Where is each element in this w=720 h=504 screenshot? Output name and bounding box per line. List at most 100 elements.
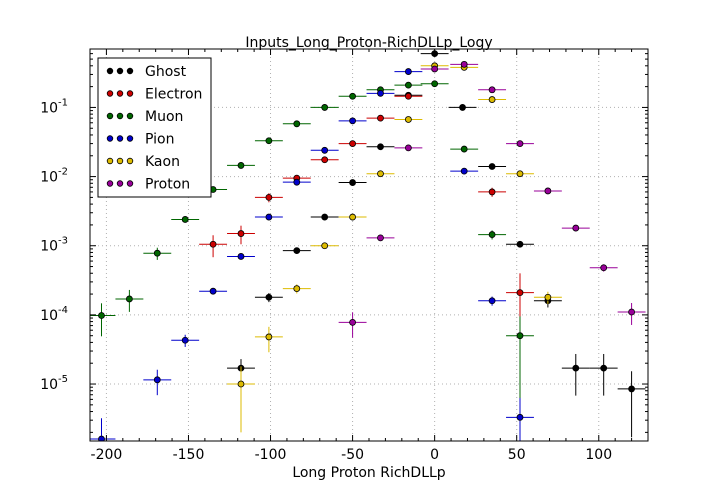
marker bbox=[293, 247, 301, 255]
legend-label: Muon bbox=[145, 109, 183, 125]
marker bbox=[237, 230, 245, 237]
y-tick-label: 10-2 bbox=[40, 167, 68, 186]
data-point bbox=[561, 224, 590, 232]
x-tick-label: -50 bbox=[341, 447, 364, 463]
marker bbox=[237, 162, 245, 169]
data-point bbox=[589, 264, 618, 272]
series-pion bbox=[90, 68, 534, 441]
marker bbox=[516, 240, 524, 248]
series-electron bbox=[199, 92, 534, 362]
data-point bbox=[366, 170, 395, 178]
x-tick-labels: -200 -150 -100 -50 0 50 100 bbox=[91, 447, 613, 463]
data-point bbox=[227, 253, 255, 260]
data-point bbox=[366, 143, 395, 151]
marker bbox=[459, 104, 466, 111]
marker bbox=[572, 224, 580, 232]
data-point bbox=[533, 291, 562, 304]
data-point bbox=[478, 296, 507, 306]
data-point bbox=[450, 167, 479, 175]
chart-title: Inputs_Long_Proton-RichDLLp_Logy bbox=[245, 35, 492, 51]
marker bbox=[488, 96, 496, 103]
data-point bbox=[254, 326, 283, 353]
marker bbox=[265, 137, 273, 145]
marker bbox=[349, 213, 356, 221]
marker bbox=[431, 80, 439, 88]
marker bbox=[572, 364, 580, 372]
x-tick-label: 0 bbox=[430, 447, 439, 463]
data-point bbox=[199, 287, 228, 295]
y-tick-labels: 10-5 10-4 10-3 10-2 10-1 bbox=[40, 97, 68, 393]
marker bbox=[460, 145, 468, 153]
marker bbox=[377, 89, 384, 97]
marker bbox=[516, 140, 524, 147]
data-point bbox=[310, 213, 339, 221]
legend-entry-pion: Pion bbox=[106, 132, 174, 148]
legend-marker bbox=[106, 112, 114, 120]
legend-box bbox=[97, 57, 212, 198]
legend-label: Ghost bbox=[145, 64, 187, 80]
series-proton bbox=[338, 60, 646, 338]
marker bbox=[293, 285, 301, 292]
data-point bbox=[394, 92, 423, 100]
data-point bbox=[394, 81, 423, 89]
data-point bbox=[366, 114, 395, 122]
data-point bbox=[366, 234, 395, 242]
marker bbox=[349, 92, 356, 100]
legend-marker bbox=[126, 157, 134, 165]
y-tick-label: 10-1 bbox=[40, 97, 68, 116]
data-point bbox=[394, 68, 423, 75]
marker bbox=[544, 187, 552, 195]
marker bbox=[321, 156, 329, 164]
series-kaon bbox=[227, 62, 562, 433]
legend-marker bbox=[126, 67, 134, 75]
data-point bbox=[448, 104, 477, 111]
data-point bbox=[478, 163, 507, 170]
series-muon bbox=[90, 80, 534, 405]
legend-entry-kaon: Kaon bbox=[106, 154, 180, 170]
data-point bbox=[310, 242, 339, 250]
marker bbox=[153, 376, 161, 384]
legend-marker bbox=[116, 90, 124, 97]
legend: Ghost Electron Muon Pion Kaon Proton bbox=[97, 57, 212, 198]
data-point bbox=[478, 96, 507, 103]
marker bbox=[488, 297, 496, 305]
marker bbox=[431, 65, 439, 73]
data-point bbox=[533, 187, 562, 195]
marker bbox=[349, 140, 356, 147]
data-point bbox=[282, 120, 311, 128]
marker bbox=[181, 216, 189, 223]
data-point bbox=[310, 104, 339, 111]
data-point bbox=[338, 179, 367, 186]
marker bbox=[209, 287, 217, 295]
marker bbox=[460, 60, 468, 68]
legend-marker bbox=[116, 157, 124, 165]
marker bbox=[377, 114, 384, 122]
data-point bbox=[617, 303, 646, 325]
legend-entry-electron: Electron bbox=[106, 87, 202, 103]
marker bbox=[209, 240, 217, 248]
marker bbox=[404, 92, 412, 100]
data-point bbox=[171, 216, 200, 223]
y-tick-label: 10-3 bbox=[40, 236, 68, 255]
data-point bbox=[506, 398, 534, 441]
data-point bbox=[394, 116, 423, 123]
legend-entry-muon: Muon bbox=[106, 109, 183, 125]
marker bbox=[265, 293, 273, 301]
data-point bbox=[171, 334, 200, 347]
marker bbox=[488, 188, 496, 196]
marker bbox=[349, 117, 356, 125]
marker bbox=[265, 213, 273, 221]
legend-marker bbox=[126, 180, 134, 187]
data-point bbox=[254, 213, 283, 221]
legend-marker bbox=[106, 135, 114, 142]
data-point bbox=[254, 193, 283, 203]
data-point bbox=[506, 140, 534, 147]
y-tick-label: 10-4 bbox=[40, 305, 68, 324]
data-point bbox=[282, 247, 311, 255]
data-point bbox=[254, 137, 283, 145]
marker bbox=[153, 249, 161, 257]
marker bbox=[516, 332, 524, 340]
marker bbox=[237, 253, 245, 260]
marker bbox=[321, 213, 329, 221]
legend-marker bbox=[116, 67, 124, 75]
